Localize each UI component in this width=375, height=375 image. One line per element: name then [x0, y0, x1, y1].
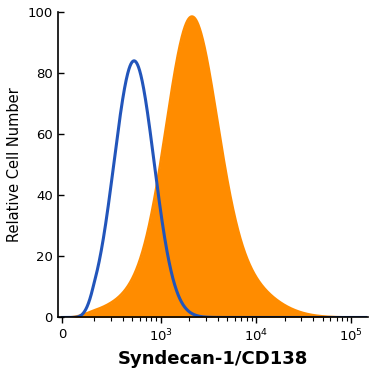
Y-axis label: Relative Cell Number: Relative Cell Number: [7, 87, 22, 242]
X-axis label: Syndecan-1/CD138: Syndecan-1/CD138: [118, 350, 308, 368]
